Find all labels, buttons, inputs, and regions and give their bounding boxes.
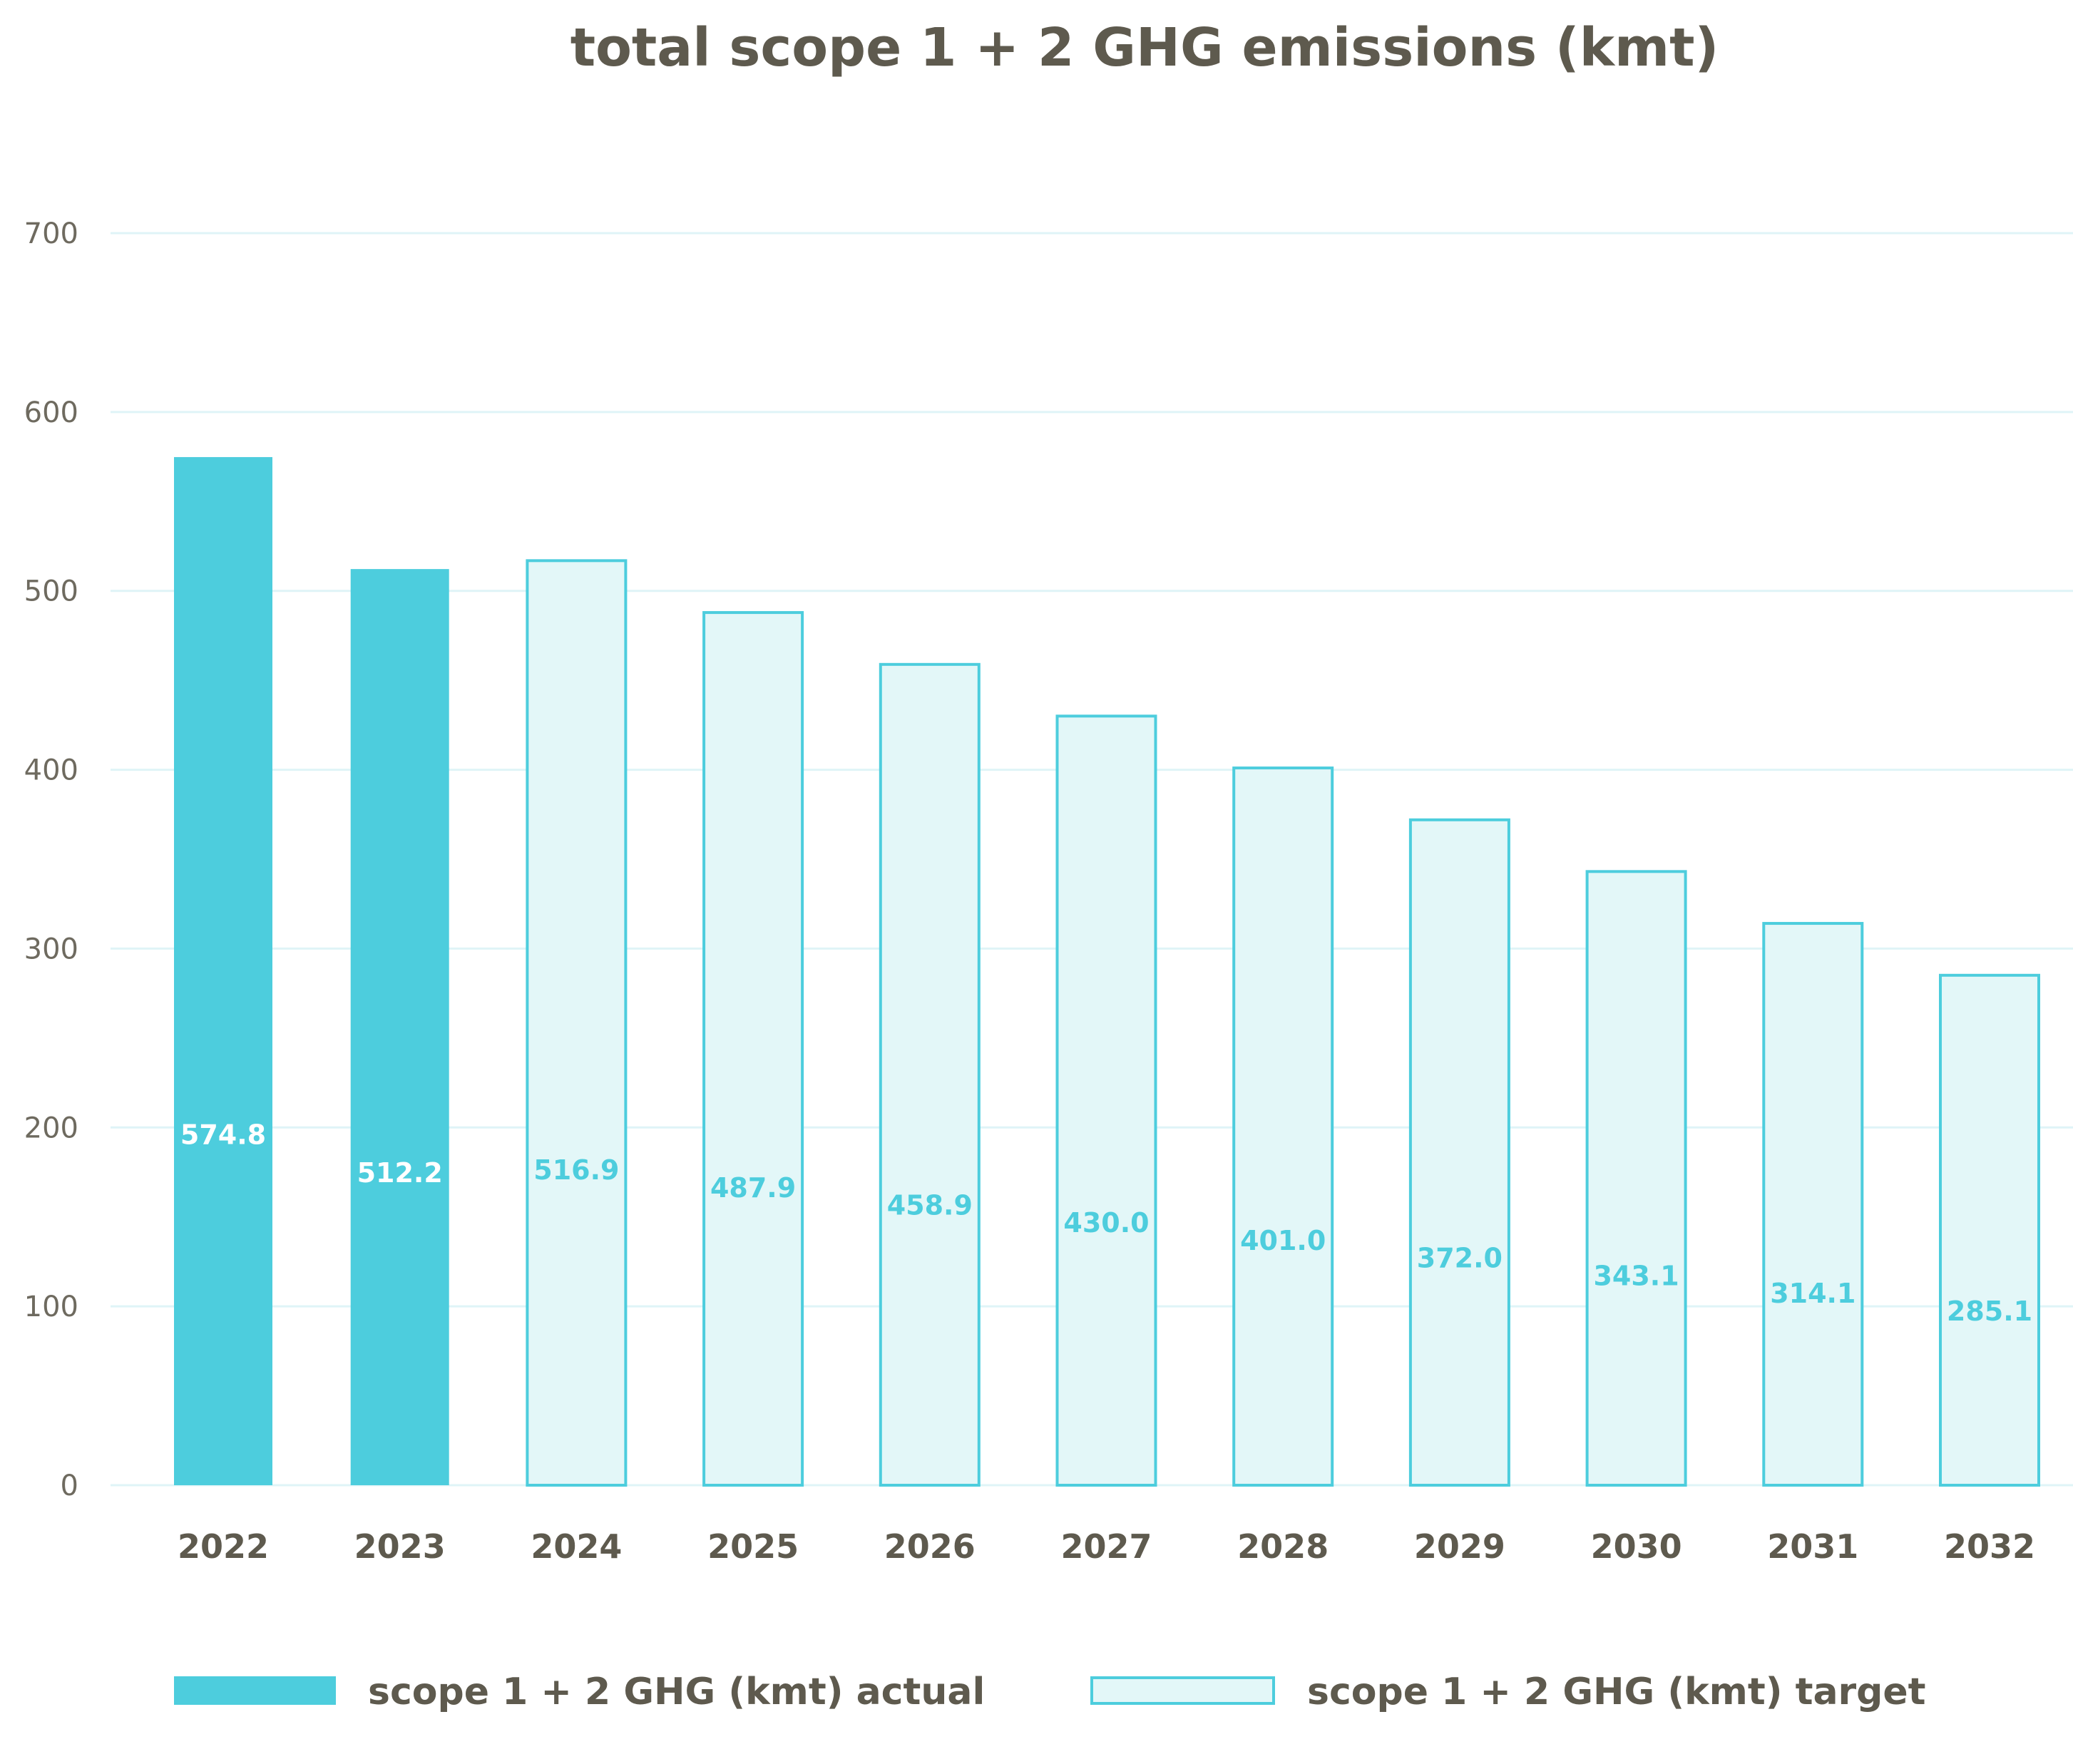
y-tick-label: 700 <box>24 217 78 250</box>
bar-target-2027 <box>1055 714 1157 1487</box>
legend-label-actual: scope 1 + 2 GHG (kmt) actual <box>368 1671 985 1713</box>
data-label-2025: 487.9 <box>710 1172 796 1204</box>
bar-actual-2022 <box>174 457 272 1485</box>
x-tick-label: 2023 <box>354 1527 446 1566</box>
x-tick-label: 2032 <box>1944 1527 2035 1566</box>
y-tick-label: 500 <box>24 575 78 608</box>
x-tick-label: 2026 <box>884 1527 976 1566</box>
y-tick-label: 100 <box>24 1291 78 1323</box>
data-labels: 574.8 512.2 516.9 487.9 458.9 430.0 401.0 372.0… <box>180 1119 2032 1327</box>
legend-swatch-actual <box>174 1676 336 1705</box>
data-label-2027: 430.0 <box>1063 1207 1149 1239</box>
data-label-2029: 372.0 <box>1417 1243 1503 1274</box>
legend-swatch-target <box>1090 1676 1275 1705</box>
legend: scope 1 + 2 GHG (kmt) actual scope 1 + 2… <box>174 1671 1926 1713</box>
data-label-2032: 285.1 <box>1947 1296 2032 1327</box>
bar-target-2028 <box>1232 766 1334 1487</box>
x-tick-label: 2029 <box>1414 1527 1505 1566</box>
y-tick-label: 600 <box>24 396 78 429</box>
bar-target-2026 <box>879 662 981 1487</box>
x-tick-label: 2030 <box>1591 1527 1682 1566</box>
y-axis-ticks: 0 100 200 300 400 500 600 700 <box>24 217 78 1502</box>
x-axis-ticks: 2022 2023 2024 2025 2026 2027 2028 2029 2030 2031… <box>178 1527 2035 1566</box>
y-tick-label: 300 <box>24 933 78 965</box>
bar-target-2031 <box>1762 922 1864 1487</box>
bar-target-2029 <box>1408 818 1510 1487</box>
x-tick-label: 2031 <box>1767 1527 1858 1566</box>
bar-target-2030 <box>1585 870 1687 1487</box>
data-label-2030: 343.1 <box>1593 1260 1679 1291</box>
x-tick-label: 2028 <box>1237 1527 1329 1566</box>
bar-actual-2023 <box>350 569 449 1485</box>
chart-title: total scope 1 + 2 GHG emissions (kmt) <box>570 17 1719 78</box>
y-tick-label: 400 <box>24 754 78 787</box>
data-label-2023: 512.2 <box>357 1157 443 1189</box>
x-tick-label: 2024 <box>531 1527 622 1566</box>
bars <box>174 457 2040 1487</box>
bar-target-2032 <box>1939 973 2040 1487</box>
y-tick-label: 0 <box>61 1470 78 1502</box>
data-label-2031: 314.1 <box>1770 1278 1856 1309</box>
data-label-2024: 516.9 <box>533 1154 619 1186</box>
x-tick-label: 2022 <box>178 1527 269 1566</box>
y-tick-label: 200 <box>24 1112 78 1144</box>
legend-label-target: scope 1 + 2 GHG (kmt) target <box>1307 1671 1926 1713</box>
x-tick-label: 2025 <box>707 1527 799 1566</box>
data-label-2026: 458.9 <box>887 1190 973 1221</box>
data-label-2022: 574.8 <box>180 1119 266 1151</box>
x-tick-label: 2027 <box>1060 1527 1152 1566</box>
bar-target-2025 <box>702 611 804 1487</box>
data-label-2028: 401.0 <box>1240 1225 1326 1256</box>
bar-target-2024 <box>526 559 628 1487</box>
